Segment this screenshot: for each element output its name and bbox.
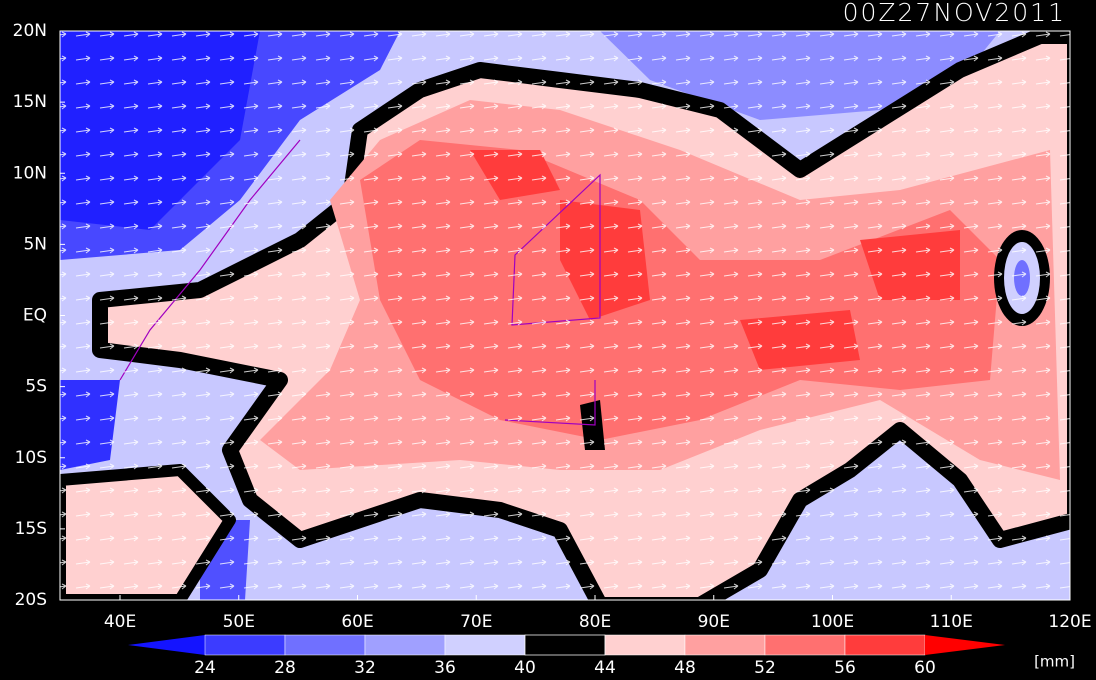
colorbar-label: 40 bbox=[514, 658, 536, 678]
colorbar-box bbox=[764, 634, 846, 656]
colorbar-box bbox=[364, 634, 446, 656]
lon-label: 40E bbox=[104, 612, 136, 632]
colorbar-label: 48 bbox=[674, 658, 696, 678]
colorbar-box bbox=[684, 634, 766, 656]
lon-label: 90E bbox=[698, 612, 730, 632]
colorbar-label: 56 bbox=[834, 658, 856, 678]
lat-label: 20S bbox=[15, 590, 47, 610]
colorbar-box bbox=[604, 634, 686, 656]
colorbar-box bbox=[284, 634, 366, 656]
lon-label: 80E bbox=[579, 612, 611, 632]
lon-label: 110E bbox=[930, 612, 973, 632]
colorbar-arrow bbox=[925, 635, 1005, 655]
lon-label: 50E bbox=[223, 612, 255, 632]
colorbar-label: 36 bbox=[434, 658, 456, 678]
lat-label: 20N bbox=[13, 21, 47, 41]
lon-label: 100E bbox=[811, 612, 854, 632]
lat-label: 5S bbox=[25, 377, 47, 397]
map-field bbox=[60, 31, 1070, 600]
colorbar-box bbox=[524, 634, 606, 656]
lat-label: EQ bbox=[23, 306, 47, 326]
lon-label: 60E bbox=[341, 612, 373, 632]
lon-label: 120E bbox=[1048, 612, 1091, 632]
wind-vectors bbox=[60, 31, 1070, 600]
colorbar-label: 32 bbox=[354, 658, 376, 678]
colorbar-arrow bbox=[128, 635, 205, 655]
colorbar-box bbox=[444, 634, 526, 656]
lat-label: 5N bbox=[23, 234, 47, 254]
colorbar-label: 60 bbox=[914, 658, 936, 678]
colorbar-unit: [mm] bbox=[1034, 653, 1075, 671]
colorbar-box bbox=[204, 634, 286, 656]
colorbar-label: 52 bbox=[754, 658, 776, 678]
colorbar-box bbox=[524, 634, 606, 656]
lat-label: 15S bbox=[15, 519, 47, 539]
colorbar-label: 28 bbox=[274, 658, 296, 678]
colorbar-box bbox=[844, 634, 926, 656]
lat-label: 10N bbox=[13, 163, 47, 183]
map-title: 00Z27NOV2011 bbox=[843, 0, 1066, 27]
lat-label: 15N bbox=[13, 92, 47, 112]
lat-label: 10S bbox=[15, 448, 47, 468]
colorbar-label: 44 bbox=[594, 658, 616, 678]
colorbar-label: 24 bbox=[194, 658, 216, 678]
lon-label: 70E bbox=[460, 612, 492, 632]
